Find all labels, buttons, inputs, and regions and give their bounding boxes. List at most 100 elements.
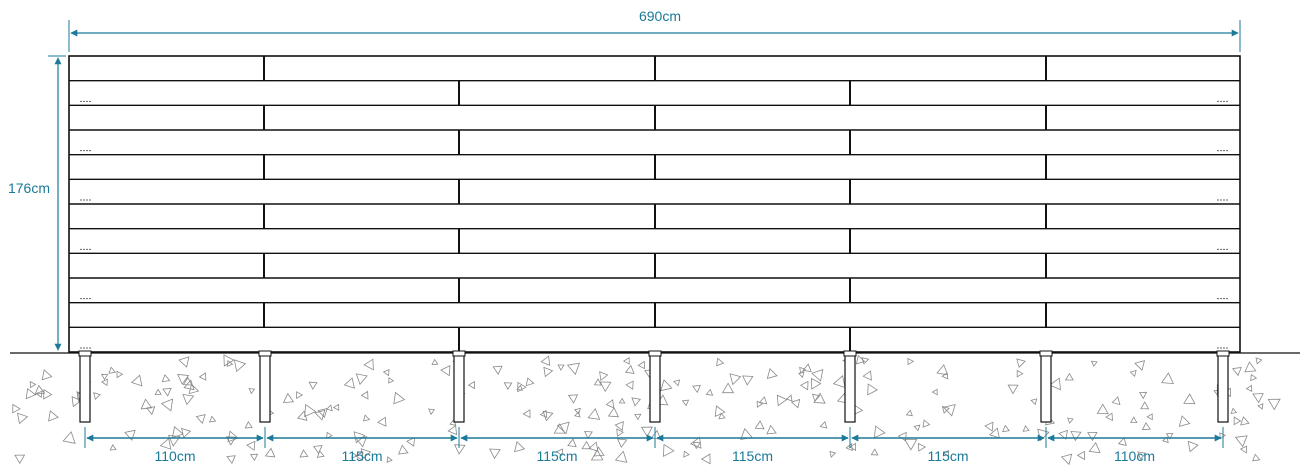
ground-aggregate-mark xyxy=(101,373,109,381)
ground-aggregate-mark xyxy=(625,380,634,390)
height-dimension: 176cm xyxy=(8,55,66,351)
ground-aggregate-mark xyxy=(907,357,915,366)
ground-aggregate-mark xyxy=(326,404,333,412)
ground-aggregate-mark xyxy=(1016,358,1026,368)
ground-aggregate-mark xyxy=(660,379,673,392)
ground-aggregate-mark xyxy=(161,374,171,383)
ground-aggregate-mark xyxy=(1244,361,1257,373)
ground-aggregate-mark xyxy=(1161,372,1175,385)
fence-post xyxy=(453,351,465,423)
ground-aggregate-mark xyxy=(130,374,143,387)
ground-aggregate-mark xyxy=(556,448,564,457)
ground-aggregate-mark xyxy=(913,424,921,432)
ground-aggregate-mark xyxy=(813,392,826,404)
ground-aggregate-mark xyxy=(1002,424,1010,433)
ground-aggregate-mark xyxy=(1250,373,1258,382)
ground-aggregate-mark xyxy=(553,423,566,434)
ground-aggregate-mark xyxy=(177,374,190,385)
ground-aggregate-mark xyxy=(662,443,675,457)
ground-aggregate-mark xyxy=(249,453,259,462)
ground-aggregate-mark xyxy=(1137,451,1147,461)
ground-aggregate-mark xyxy=(618,397,626,404)
ground-aggregate-mark xyxy=(614,450,628,463)
ground-aggregate-mark xyxy=(223,354,235,367)
ground-aggregate-mark xyxy=(1140,401,1150,410)
ground-aggregate-mark xyxy=(700,453,711,465)
ground-aggregate-mark xyxy=(181,427,192,439)
ground-aggregate-mark xyxy=(1239,445,1248,454)
ground-aggregate-mark xyxy=(683,450,690,458)
ground-aggregate-mark xyxy=(1030,398,1038,406)
ground-aggregate-mark xyxy=(904,439,918,451)
post-cap xyxy=(1039,350,1053,357)
ground-aggregate-mark xyxy=(182,394,195,406)
ground-aggregate-mark xyxy=(799,366,806,374)
ground-aggregate-mark xyxy=(316,450,325,458)
ground-aggregate-mark xyxy=(1252,393,1264,404)
ground-aggregate-mark xyxy=(574,411,581,418)
ground-aggregate-mark xyxy=(692,384,701,394)
ground-aggregate-mark xyxy=(1230,407,1238,415)
ground-aggregate-mark xyxy=(16,412,29,425)
ground-aggregate-mark xyxy=(1245,384,1253,393)
ground-aggregate-mark xyxy=(1064,372,1074,381)
ground-aggregate-mark xyxy=(109,444,117,451)
ground-aggregate-mark xyxy=(1105,412,1113,422)
fence-post xyxy=(1040,351,1052,423)
ground-hatch xyxy=(12,354,1281,466)
ground-aggregate-mark xyxy=(705,388,714,396)
ground-aggregate-mark xyxy=(48,410,59,422)
ground-aggregate-mark xyxy=(1178,415,1191,427)
ground-aggregate-mark xyxy=(855,354,866,365)
ground-aggregate-mark xyxy=(1183,393,1196,405)
ground-aggregate-mark xyxy=(584,430,593,439)
ground-aggregate-mark xyxy=(1067,417,1074,424)
ground-aggregate-mark xyxy=(1146,413,1153,421)
ground-aggregate-mark xyxy=(802,363,812,373)
total-width-label: 690cm xyxy=(639,8,681,24)
ground-aggregate-mark xyxy=(931,388,938,396)
ground-aggregate-mark xyxy=(1016,369,1024,378)
total-width-dimension: 690cm xyxy=(68,8,1241,52)
ground-aggregate-mark xyxy=(14,454,26,465)
ground-aggregate-mark xyxy=(314,409,326,421)
fence-post xyxy=(844,351,856,423)
ground-aggregate-mark xyxy=(431,358,439,365)
spacing-label: 115cm xyxy=(732,448,773,464)
ground-aggregate-mark xyxy=(406,437,416,447)
fence-post xyxy=(649,351,661,423)
ground-aggregate-mark xyxy=(714,405,726,418)
ground-aggregate-mark xyxy=(832,375,846,389)
ground-aggregate-mark xyxy=(622,356,630,365)
ground-aggregate-mark xyxy=(1252,453,1261,462)
ground-aggregate-mark xyxy=(540,355,551,367)
ground-aggregate-mark xyxy=(195,414,206,424)
ground-aggregate-mark xyxy=(917,442,927,452)
ground-aggregate-mark xyxy=(360,390,369,400)
ground-aggregate-mark xyxy=(35,390,43,399)
ground-aggregate-mark xyxy=(556,421,570,435)
ground-aggregate-mark xyxy=(100,378,108,387)
ground-aggregate-mark xyxy=(766,368,778,379)
ground-aggregate-mark xyxy=(282,392,295,404)
ground-aggregate-mark xyxy=(616,438,628,448)
ground-aggregate-mark xyxy=(440,365,451,377)
ground-aggregate-mark xyxy=(233,359,247,373)
ground-aggregate-mark xyxy=(810,377,822,390)
ground-aggregate-mark xyxy=(467,380,476,390)
ground-aggregate-mark xyxy=(539,409,548,419)
ground-aggregate-mark xyxy=(542,410,554,422)
ground-aggregate-mark xyxy=(587,408,601,420)
ground-aggregate-mark xyxy=(93,392,101,401)
ground-aggregate-mark xyxy=(984,421,994,432)
ground-aggregate-mark xyxy=(1076,450,1085,461)
ground-aggregate-mark xyxy=(332,403,340,411)
ground-aggregate-mark xyxy=(208,415,217,423)
ground-aggregate-mark xyxy=(614,420,624,432)
ground-aggregate-mark xyxy=(1117,437,1127,446)
ground-aggregate-mark xyxy=(226,455,236,465)
ground-aggregate-mark xyxy=(1087,431,1098,442)
ground-aggregate-mark xyxy=(388,377,395,384)
ground-aggregate-mark xyxy=(354,451,364,462)
ground-aggregate-mark xyxy=(1007,384,1019,395)
